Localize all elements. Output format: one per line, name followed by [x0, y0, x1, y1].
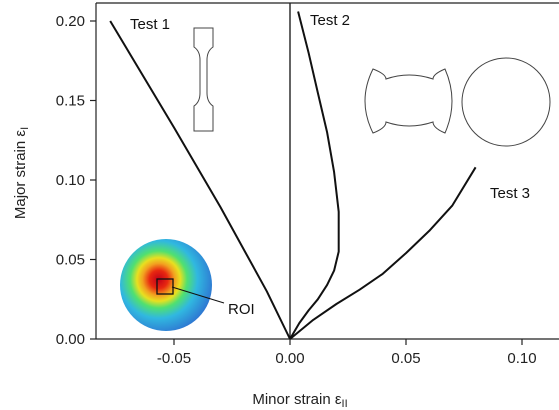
y-axis-label: Major strain εI [12, 127, 31, 219]
series-group [109, 11, 477, 340]
y-tick-label: 0.20 [56, 13, 85, 30]
series-line-test-3 [289, 166, 477, 340]
x-tick-label: -0.05 [157, 350, 191, 367]
notched-specimen-icon [364, 68, 453, 134]
test-3-label: Test 3 [490, 185, 530, 202]
y-tick-label: 0.05 [56, 252, 85, 269]
y-tick-label: 0.15 [56, 93, 85, 110]
x-tick-label: 0.10 [507, 350, 536, 367]
plot-frame [95, 2, 559, 340]
x-axis-label: Minor strain εII [252, 391, 347, 410]
tensile-specimen-icon [193, 27, 214, 132]
roi-box [156, 278, 174, 295]
y-tick-label: 0.10 [56, 172, 85, 189]
test-2-label: Test 2 [310, 12, 350, 29]
roi-leader-line [171, 286, 225, 304]
x-axis-ticks: -0.05 0.00 0.05 0.10 [157, 339, 537, 367]
x-tick-label: 0.05 [391, 350, 420, 367]
strain-field-inset [120, 239, 225, 331]
test-1-label: Test 1 [130, 16, 170, 33]
roi-label: ROI [228, 301, 255, 318]
circular-specimen-icon [461, 57, 551, 147]
x-tick-label: 0.00 [275, 350, 304, 367]
y-axis-ticks: 0.00 0.05 0.10 0.15 0.20 [56, 13, 96, 348]
y-tick-label: 0.00 [56, 331, 85, 348]
series-line-test-2 [289, 11, 340, 340]
series-line-test-1 [109, 20, 291, 340]
strain-heatmap-image [120, 239, 212, 331]
